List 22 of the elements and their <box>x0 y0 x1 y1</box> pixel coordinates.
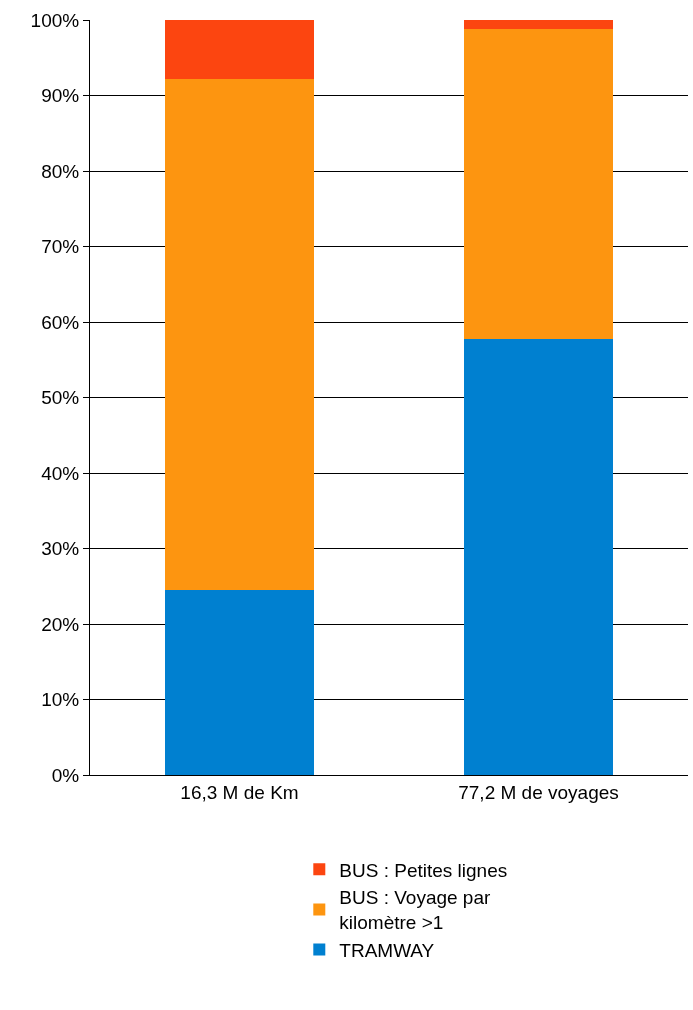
bar <box>164 590 315 775</box>
x-tick-label: 77,2 M de voyages <box>458 781 619 803</box>
y-tick-label: 90% <box>41 85 80 107</box>
bar <box>164 78 315 591</box>
bar <box>463 29 614 340</box>
y-tick-label: 50% <box>41 387 80 409</box>
x-tick-label: 16,3 M de Km <box>180 781 299 803</box>
bar <box>164 20 315 79</box>
y-tick-label: 60% <box>41 311 80 333</box>
bar <box>463 20 614 30</box>
legend-label: BUS : Voyage par kilomètre >1 <box>339 887 492 934</box>
y-tick-label: 40% <box>41 462 80 484</box>
legend-label: TRAMWAY <box>339 939 435 961</box>
y-tick-label: 30% <box>41 538 80 560</box>
bar <box>463 339 614 775</box>
y-tick-label: 100% <box>30 9 80 31</box>
y-tick-label: 0% <box>51 764 80 786</box>
legend-label: BUS : Petites lignes <box>339 859 508 881</box>
y-tick-label: 80% <box>41 160 80 182</box>
y-tick-label: 70% <box>41 236 80 258</box>
y-tick-label: 10% <box>41 689 80 711</box>
y-tick-label: 20% <box>41 613 80 635</box>
